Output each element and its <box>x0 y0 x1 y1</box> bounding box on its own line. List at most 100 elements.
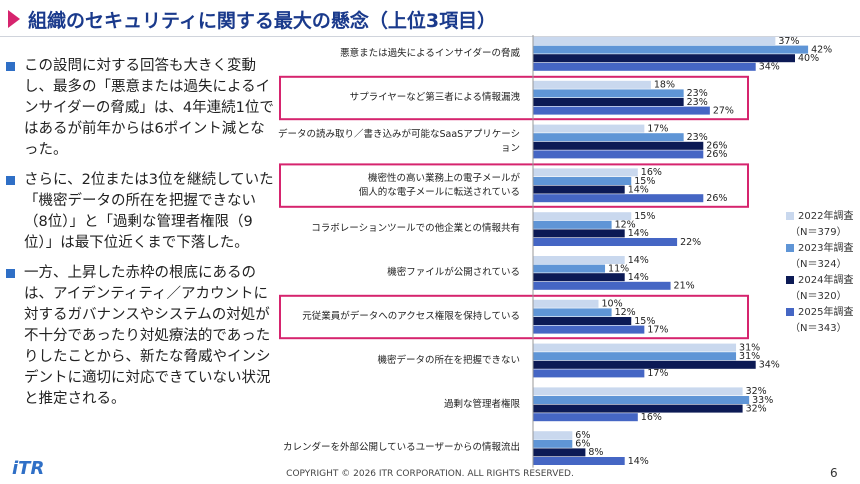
bar <box>533 281 671 290</box>
bar <box>533 404 743 413</box>
bar <box>533 369 645 378</box>
bar <box>533 168 638 177</box>
category-label: カレンダーを外部公開しているユーザーからの情報流出 <box>282 442 520 454</box>
value-label: 34% <box>759 360 780 371</box>
value-label: 26% <box>706 193 727 204</box>
legend-swatch <box>786 308 794 316</box>
bar <box>533 264 606 273</box>
highlight-box <box>279 294 749 340</box>
bar <box>533 317 632 325</box>
bar <box>533 177 632 185</box>
value-label: 33% <box>752 395 773 406</box>
value-label: 15% <box>634 316 655 327</box>
bar <box>533 89 684 98</box>
value-label: 37% <box>778 36 799 47</box>
category-label: コラボレーションツールでの他企業との情報共有 <box>311 223 520 235</box>
highlight-box <box>279 75 749 121</box>
bullet: 一方、上昇した赤枠の根底にあるのは、アイデンティティ／アカウントに対するガバナン… <box>4 263 276 410</box>
value-label: 14% <box>628 456 649 467</box>
bar <box>533 273 625 282</box>
bullet-text: さらに、2位または3位を継続していた「機密データの所在を把握できない（8位）」と… <box>24 172 274 251</box>
title-marker <box>8 10 20 28</box>
bar <box>533 457 625 465</box>
bullet-text: この設問に対する回答も大きく変動し、最多の「悪意または過失によるインサイダーの脅… <box>24 58 274 158</box>
value-label: 23% <box>687 97 708 108</box>
value-label: 15% <box>634 176 655 187</box>
legend-label: 2025年調査 <box>798 307 854 318</box>
category-label: データの読み取り／書き込みが可能なSaaSアプリケーション <box>277 128 520 154</box>
value-label: 14% <box>628 184 649 195</box>
legend-swatch <box>786 276 794 284</box>
bullet-list: この設問に対する回答も大きく変動し、最多の「悪意または過失によるインサイダーの脅… <box>4 56 276 419</box>
bar <box>533 299 599 308</box>
bar <box>533 396 750 404</box>
bar <box>533 45 809 54</box>
bar <box>533 185 625 194</box>
value-label: 17% <box>647 324 668 335</box>
legend-sample: （N＝320） <box>790 291 847 302</box>
logo: iTR <box>12 458 45 479</box>
value-label: 11% <box>608 263 629 274</box>
legend-label: 2024年調査 <box>798 275 854 286</box>
page-number: 6 <box>830 466 838 480</box>
bullet-text: 一方、上昇した赤枠の根底にあるのは、アイデンティティ／アカウントに対するガバナン… <box>24 265 271 407</box>
value-label: 18% <box>654 80 675 91</box>
bar <box>533 448 586 457</box>
value-label: 6% <box>575 439 590 450</box>
category-label: 機密データの所在を把握できない <box>377 354 520 366</box>
bar <box>533 133 684 142</box>
legend-label: 2022年調査 <box>798 211 854 222</box>
bar <box>533 141 704 150</box>
category-label: 元従業員がデータへのアクセス権限を保持している <box>302 311 520 322</box>
bar <box>533 212 632 221</box>
value-label: 6% <box>575 430 590 441</box>
bar <box>533 80 651 89</box>
value-label: 12% <box>615 220 636 231</box>
value-label: 26% <box>706 149 727 160</box>
legend-label: 2023年調査 <box>798 243 854 254</box>
value-label: 26% <box>706 141 727 152</box>
bar <box>533 439 573 448</box>
highlight-box <box>279 163 749 208</box>
legend-swatch <box>786 212 794 220</box>
bar <box>533 62 756 71</box>
bar <box>533 37 776 45</box>
slide-title: 組織のセキュリティに関する最大の懸念（上位3項目） <box>28 10 497 32</box>
bar <box>533 54 795 63</box>
bar <box>533 220 612 229</box>
bar <box>533 124 645 133</box>
value-label: 23% <box>687 88 708 99</box>
legend-sample: （N＝324） <box>790 259 847 270</box>
value-label: 34% <box>759 62 780 73</box>
bar <box>533 194 704 203</box>
value-label: 31% <box>739 342 760 353</box>
value-label: 17% <box>647 123 668 134</box>
bar <box>533 360 756 369</box>
value-label: 14% <box>628 272 649 283</box>
bar <box>533 352 737 361</box>
value-label: 17% <box>647 368 668 379</box>
value-label: 14% <box>628 228 649 239</box>
copyright: COPYRIGHT © 2026 ITR CORPORATION. ALL RI… <box>286 469 574 479</box>
value-label: 10% <box>602 299 623 310</box>
value-label: 22% <box>680 237 701 248</box>
legend-sample: （N＝343） <box>790 323 847 334</box>
value-label: 16% <box>641 167 662 178</box>
bar <box>533 98 684 106</box>
bar <box>533 413 638 422</box>
bar <box>533 106 710 115</box>
value-label: 32% <box>746 386 767 397</box>
value-label: 8% <box>588 447 603 458</box>
bar <box>533 343 737 352</box>
value-label: 42% <box>811 44 832 55</box>
header-rule <box>0 36 860 37</box>
legend-swatch <box>786 244 794 252</box>
value-label: 31% <box>739 351 760 362</box>
bullet: この設問に対する回答も大きく変動し、最多の「悪意または過失によるインサイダーの脅… <box>4 56 276 161</box>
bar <box>533 256 625 264</box>
value-label: 40% <box>798 53 819 64</box>
bar <box>533 387 743 396</box>
bar <box>533 431 573 440</box>
